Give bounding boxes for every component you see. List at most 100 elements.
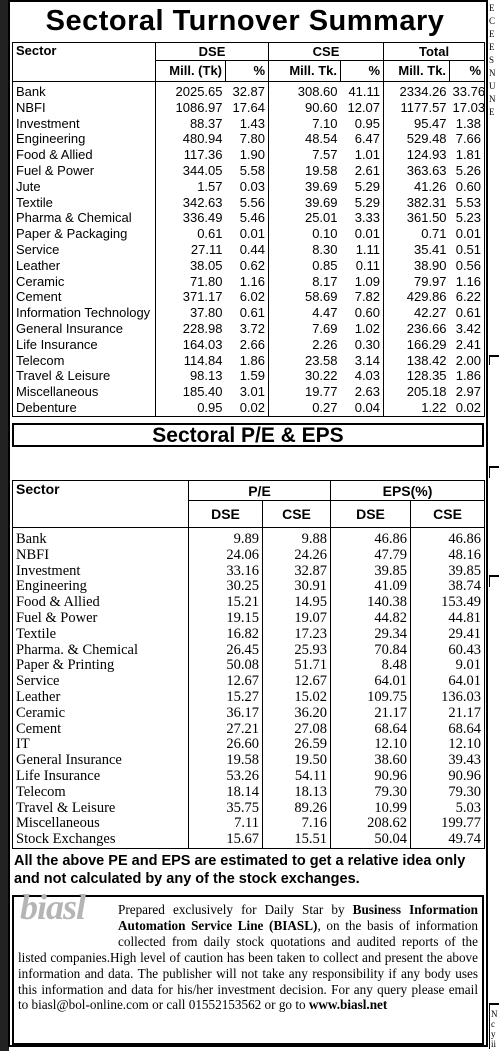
sector-name: Life Insurance bbox=[12, 336, 156, 353]
table-row: Cement 27.21 27.08 68.64 68.64 bbox=[12, 721, 486, 738]
cell-value: 12.10 bbox=[410, 737, 486, 754]
cell-value: 68.64 bbox=[330, 721, 411, 738]
credit-text-body: , on the basis of information collected … bbox=[18, 917, 478, 1013]
cell-value: 12.10 bbox=[330, 737, 411, 754]
cell-value: 1.57 bbox=[155, 178, 226, 195]
cell-value: 0.02 bbox=[225, 399, 269, 417]
cell-value: 46.86 bbox=[330, 531, 411, 548]
header-pe: P/E bbox=[187, 480, 332, 501]
cell-value: 342.63 bbox=[155, 194, 226, 211]
sector-name: General Insurance bbox=[12, 752, 189, 769]
cell-value: 44.82 bbox=[330, 610, 411, 627]
cell-value: 17.64 bbox=[232, 99, 266, 115]
cell-value: 1.16 bbox=[239, 273, 266, 289]
cell-value: 2.63 bbox=[354, 384, 381, 400]
clipped-letter: E bbox=[489, 42, 495, 52]
cell-value: 0.95 bbox=[354, 115, 381, 131]
cell-value: 36.20 bbox=[261, 705, 331, 722]
sector-name: Food & Allied bbox=[12, 147, 156, 163]
cell-value: 3.33 bbox=[354, 210, 381, 226]
table-row: Engineering 30.25 30.91 41.09 38.74 bbox=[12, 579, 486, 596]
cell-value: 9.89 bbox=[188, 531, 263, 548]
cell-value: 0.60 bbox=[354, 305, 381, 321]
spacer-row bbox=[12, 527, 486, 532]
cell-value: 128.35 bbox=[383, 368, 450, 385]
clipped-letter: N bbox=[491, 1009, 498, 1019]
sector-name: Fuel & Power bbox=[12, 162, 156, 179]
table-row: Textile 342.63 5.56 39.69 5.29 382.31 5.53 bbox=[12, 194, 486, 211]
cell-value: 363.63 bbox=[383, 162, 450, 179]
cell-value: 88.37 bbox=[155, 115, 226, 132]
cell-value: 50.04 bbox=[330, 831, 411, 849]
credit-url[interactable]: www.biasl.net bbox=[308, 997, 388, 1013]
cell-value: 5.53 bbox=[449, 194, 486, 211]
header-sector: Sector bbox=[12, 480, 189, 528]
cell-value: 15.51 bbox=[261, 831, 331, 849]
cell-value: 228.98 bbox=[155, 320, 226, 337]
cell-value: 1.81 bbox=[449, 147, 486, 163]
table-row: Engineering 480.94 7.80 48.54 6.47 529.48 7.66 bbox=[12, 131, 486, 148]
cell-value: 26.60 bbox=[188, 737, 263, 754]
cell-value: 0.01 bbox=[354, 226, 381, 242]
sector-name: Engineering bbox=[12, 131, 156, 148]
sector-name: Investment bbox=[12, 563, 189, 580]
table-row: Telecom 114.84 1.86 23.58 3.14 138.42 2.00 bbox=[12, 352, 486, 369]
header-pe-dse: DSE bbox=[188, 500, 263, 528]
cell-value: 117.36 bbox=[155, 147, 226, 163]
cell-value: 4.47 bbox=[268, 305, 341, 321]
clipped-letter: E bbox=[489, 107, 495, 117]
sector-name: Service bbox=[12, 673, 189, 690]
table-row: Service 12.67 12.67 64.01 64.01 bbox=[12, 673, 486, 690]
sector-name: Debenture bbox=[12, 399, 156, 417]
cell-value: 1.86 bbox=[239, 352, 266, 368]
cell-value: 19.15 bbox=[188, 610, 263, 627]
cell-value: 10.99 bbox=[330, 800, 411, 817]
cell-value: 15.27 bbox=[188, 689, 263, 706]
cell-value: 336.49 bbox=[155, 210, 226, 227]
table-row: Fuel & Power 19.15 19.07 44.82 44.81 bbox=[12, 610, 486, 627]
header-total-mill: Mill. Tk. bbox=[383, 60, 451, 82]
cell-value: 3.01 bbox=[239, 384, 266, 400]
cell-value: 1.86 bbox=[449, 368, 486, 385]
cell-value: 6.22 bbox=[449, 289, 486, 306]
header-eps: EPS(%) bbox=[330, 480, 486, 501]
table-row: Miscellaneous 7.11 7.16 208.62 199.77 bbox=[12, 816, 486, 833]
credit-box: biasl Prepared exclusively for Daily Sta… bbox=[12, 889, 484, 1045]
table-row: NBFI 1086.97 17.64 90.60 12.07 1177.57 17.03 bbox=[12, 99, 485, 116]
cell-value: 90.96 bbox=[410, 768, 486, 785]
sector-name: Travel & Leisure bbox=[12, 800, 189, 817]
cell-value: 15.21 bbox=[188, 594, 263, 611]
cell-value: 2025.65 bbox=[155, 81, 226, 100]
table-row: Paper & Packaging 0.61 0.01 0.10 0.01 0.71 0.0… bbox=[12, 226, 486, 242]
table-row: Life Insurance 53.26 54.11 90.96 90.96 bbox=[12, 768, 486, 785]
table-row: Leather 38.05 0.62 0.85 0.11 38.90 0.56 bbox=[12, 257, 486, 274]
cell-value: 199.77 bbox=[410, 816, 486, 833]
cell-value: 48.54 bbox=[268, 131, 341, 148]
sector-name: Paper & Printing bbox=[12, 658, 189, 675]
cell-value: 35.41 bbox=[383, 241, 450, 258]
cell-value: 39.43 bbox=[410, 752, 486, 769]
cell-value: 9.88 bbox=[261, 531, 331, 548]
sector-name: Pharma & Chemical bbox=[12, 210, 156, 227]
cell-value: 17.03 bbox=[449, 99, 485, 116]
cell-value: 44.81 bbox=[410, 610, 486, 627]
cell-value: 42.27 bbox=[383, 305, 450, 321]
table-row: Pharma. & Chemical 26.45 25.93 70.84 60.43 bbox=[12, 642, 486, 659]
cell-value: 7.16 bbox=[261, 816, 331, 833]
cell-value: 0.85 bbox=[268, 257, 341, 274]
cell-value: 1.38 bbox=[449, 115, 486, 132]
cell-value: 0.61 bbox=[239, 305, 266, 321]
cell-value: 79.97 bbox=[383, 273, 450, 290]
cell-value: 7.66 bbox=[449, 131, 486, 148]
clipped-letter: ii bbox=[491, 1039, 497, 1049]
cell-value: 32.87 bbox=[232, 84, 266, 99]
disclaimer-note: All the above PE and EPS are estimated t… bbox=[14, 853, 466, 887]
sector-name: Bank bbox=[12, 81, 156, 100]
header-eps-dse: DSE bbox=[330, 500, 412, 528]
table-row: Bank 9.89 9.88 46.86 46.86 bbox=[12, 531, 486, 548]
header-cse: CSE bbox=[268, 42, 385, 61]
cell-value: 39.69 bbox=[268, 178, 341, 195]
cell-value: 51.71 bbox=[261, 658, 331, 675]
header-eps-cse: CSE bbox=[410, 500, 486, 528]
sector-name: Textile bbox=[12, 626, 189, 643]
